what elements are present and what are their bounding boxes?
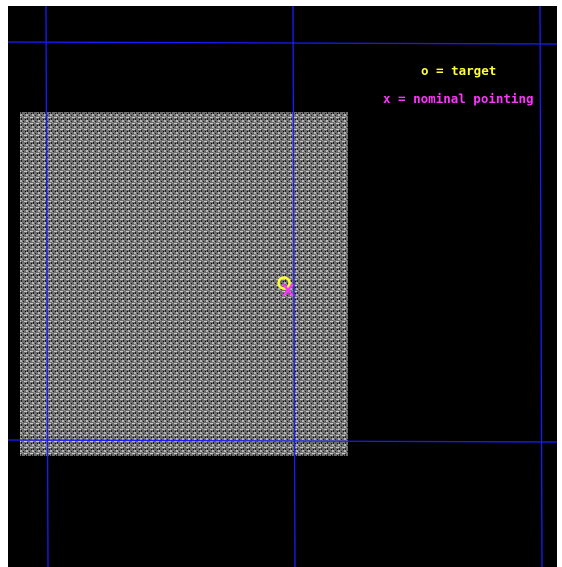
detector-field xyxy=(20,112,348,456)
grid-line-top xyxy=(8,41,557,45)
nominal-pointing-marker xyxy=(282,283,294,297)
grid-line-middle xyxy=(292,6,296,567)
legend-nominal-label: x = nominal pointing xyxy=(383,91,534,106)
target-marker xyxy=(277,276,291,290)
grid-line-left xyxy=(45,6,49,567)
grid-line-bottom xyxy=(8,439,557,443)
grid-line-right xyxy=(539,6,543,567)
legend-target-label: o = target xyxy=(421,63,497,78)
grid-lines xyxy=(8,6,557,567)
sky-plot xyxy=(8,6,557,567)
image-viewport: o = target x = nominal pointing xyxy=(8,6,557,567)
